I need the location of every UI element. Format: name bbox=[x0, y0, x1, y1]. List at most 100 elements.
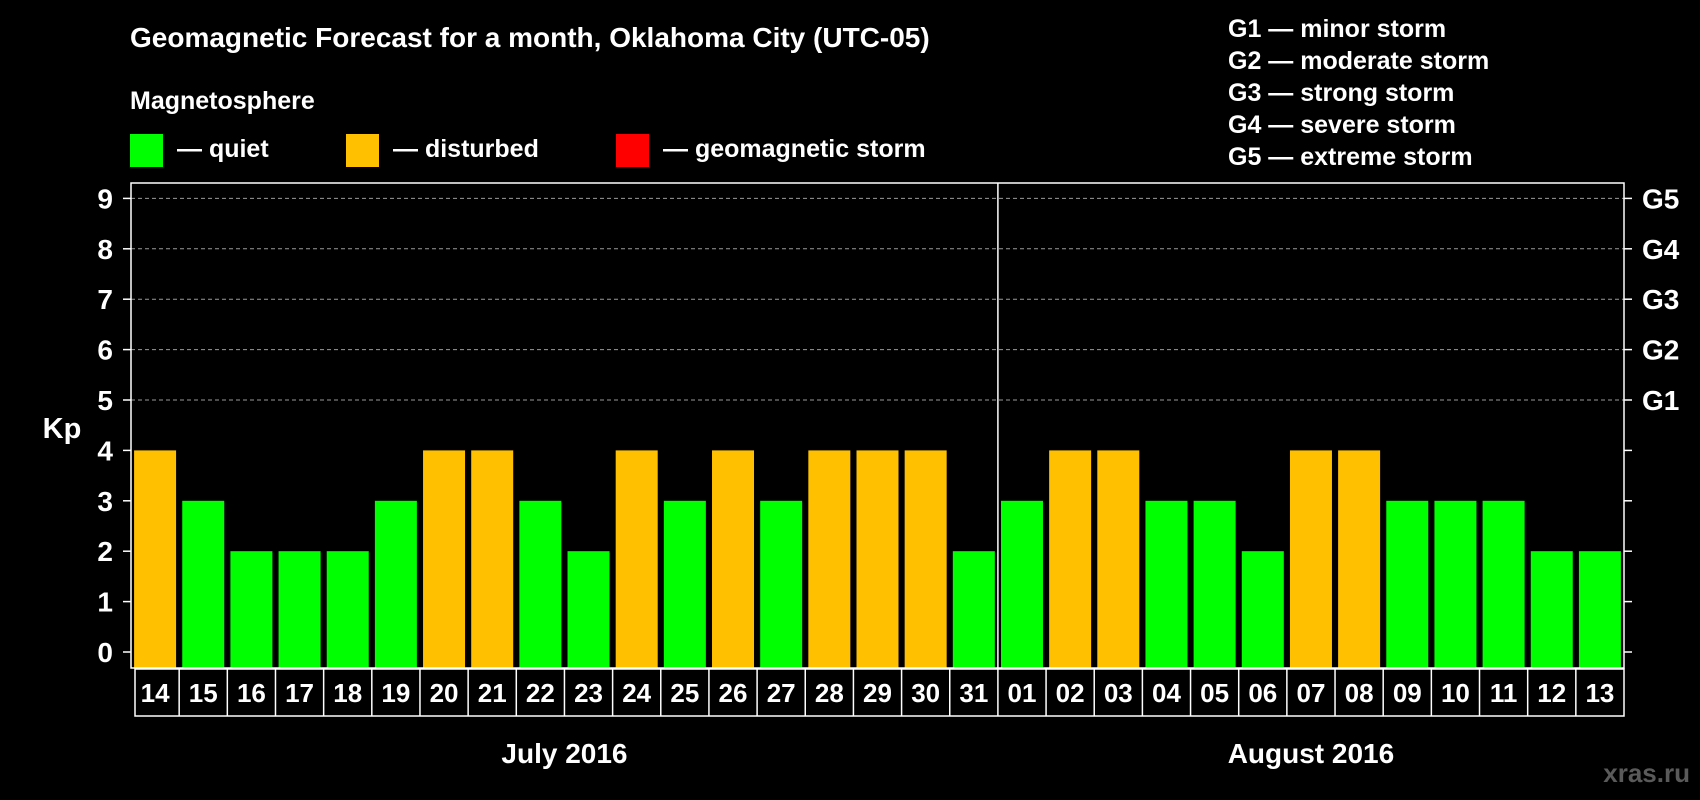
bar-day-13 bbox=[1578, 551, 1621, 668]
g-scale-g3: G3 — strong storm bbox=[1228, 79, 1454, 107]
bar-day-22 bbox=[519, 500, 562, 668]
bar-day-23 bbox=[567, 551, 610, 668]
day-label-17: 17 bbox=[285, 678, 314, 708]
day-label-24: 24 bbox=[622, 678, 651, 708]
bar-day-24 bbox=[615, 450, 658, 668]
bar-day-05 bbox=[1193, 500, 1236, 668]
y-tick-label-6: 6 bbox=[97, 335, 113, 366]
bar-day-27 bbox=[760, 500, 803, 668]
day-label-04: 04 bbox=[1152, 678, 1181, 708]
bar-day-31 bbox=[952, 551, 995, 668]
y-tick-label-9: 9 bbox=[97, 183, 113, 214]
day-label-07: 07 bbox=[1296, 678, 1325, 708]
day-labels-frame bbox=[134, 668, 1625, 717]
bar-day-12 bbox=[1530, 551, 1573, 668]
bar-day-17 bbox=[278, 551, 321, 668]
day-label-27: 27 bbox=[767, 678, 796, 708]
y-tick-label-8: 8 bbox=[97, 234, 113, 265]
bar-day-11 bbox=[1482, 500, 1525, 668]
g-scale-g5: G5 — extreme storm bbox=[1228, 143, 1473, 171]
day-label-30: 30 bbox=[911, 678, 940, 708]
bar-day-07 bbox=[1289, 450, 1332, 668]
bar-day-14 bbox=[134, 450, 177, 668]
bar-day-09 bbox=[1386, 500, 1429, 668]
day-label-05: 05 bbox=[1200, 678, 1229, 708]
day-label-06: 06 bbox=[1248, 678, 1277, 708]
bar-day-02 bbox=[1049, 450, 1092, 668]
bar-day-21 bbox=[471, 450, 514, 668]
bar-day-16 bbox=[230, 551, 273, 668]
right-axis-label-G5: G5 bbox=[1642, 183, 1679, 214]
bar-day-03 bbox=[1097, 450, 1140, 668]
legend-label-quiet: — quiet bbox=[177, 135, 269, 163]
bar-day-28 bbox=[808, 450, 851, 668]
bar-day-15 bbox=[182, 500, 225, 668]
legend-swatch-quiet bbox=[130, 134, 163, 167]
day-label-26: 26 bbox=[719, 678, 748, 708]
month-label-1: August 2016 bbox=[1228, 738, 1395, 769]
day-label-15: 15 bbox=[189, 678, 218, 708]
day-label-14: 14 bbox=[141, 678, 170, 708]
bar-day-10 bbox=[1434, 500, 1477, 668]
day-label-12: 12 bbox=[1537, 678, 1566, 708]
day-label-28: 28 bbox=[815, 678, 844, 708]
day-label-18: 18 bbox=[333, 678, 362, 708]
day-label-23: 23 bbox=[574, 678, 603, 708]
day-label-09: 09 bbox=[1393, 678, 1422, 708]
month-label-0: July 2016 bbox=[501, 738, 627, 769]
plot-frame bbox=[130, 182, 1625, 669]
day-label-13: 13 bbox=[1585, 678, 1614, 708]
legend-swatch-disturbed bbox=[346, 134, 379, 167]
bar-day-25 bbox=[663, 500, 706, 668]
right-axis-label-G4: G4 bbox=[1642, 234, 1680, 265]
day-label-25: 25 bbox=[670, 678, 699, 708]
day-label-08: 08 bbox=[1345, 678, 1374, 708]
g-scale-legend: G1 — minor storm G2 — moderate storm G3 … bbox=[1228, 15, 1489, 171]
day-label-10: 10 bbox=[1441, 678, 1470, 708]
bar-day-08 bbox=[1338, 450, 1381, 668]
bar-day-01 bbox=[1000, 500, 1043, 668]
legend: — quiet — disturbed — geomagnetic storm bbox=[130, 134, 926, 167]
y-tick-label-2: 2 bbox=[97, 536, 113, 567]
bar-day-06 bbox=[1241, 551, 1284, 668]
right-axis-label-G2: G2 bbox=[1642, 335, 1679, 366]
day-label-31: 31 bbox=[959, 678, 988, 708]
y-tick-label-5: 5 bbox=[97, 385, 113, 416]
g-scale-g1: G1 — minor storm bbox=[1228, 15, 1446, 43]
legend-label-disturbed: — disturbed bbox=[393, 135, 539, 163]
day-label-21: 21 bbox=[478, 678, 507, 708]
day-label-16: 16 bbox=[237, 678, 266, 708]
day-label-01: 01 bbox=[1008, 678, 1037, 708]
day-label-19: 19 bbox=[381, 678, 410, 708]
chart-title: Geomagnetic Forecast for a month, Oklaho… bbox=[130, 22, 930, 53]
bar-day-30 bbox=[904, 450, 947, 668]
bar-day-29 bbox=[856, 450, 899, 668]
watermark: xras.ru bbox=[1603, 758, 1690, 788]
y-tick-label-3: 3 bbox=[97, 486, 113, 517]
legend-heading: Magnetosphere bbox=[130, 87, 315, 115]
y-tick-label-4: 4 bbox=[97, 435, 113, 466]
y-tick-label-1: 1 bbox=[97, 587, 113, 618]
bar-day-04 bbox=[1145, 500, 1188, 668]
day-label-22: 22 bbox=[526, 678, 555, 708]
legend-label-storm: — geomagnetic storm bbox=[663, 135, 926, 163]
bar-day-20 bbox=[423, 450, 466, 668]
g-scale-g2: G2 — moderate storm bbox=[1228, 47, 1489, 75]
day-label-29: 29 bbox=[863, 678, 892, 708]
bar-day-19 bbox=[374, 500, 417, 668]
legend-swatch-storm bbox=[616, 134, 649, 167]
y-axis-label: Kp bbox=[43, 413, 82, 445]
right-axis-label-G1: G1 bbox=[1642, 385, 1679, 416]
day-label-20: 20 bbox=[430, 678, 459, 708]
g-scale-g4: G4 — severe storm bbox=[1228, 111, 1456, 139]
right-axis-label-G3: G3 bbox=[1642, 284, 1679, 315]
day-label-02: 02 bbox=[1056, 678, 1085, 708]
day-label-03: 03 bbox=[1104, 678, 1133, 708]
day-label-11: 11 bbox=[1490, 678, 1518, 708]
y-tick-label-7: 7 bbox=[97, 284, 113, 315]
bar-day-18 bbox=[326, 551, 369, 668]
y-tick-label-0: 0 bbox=[97, 637, 113, 668]
bar-day-26 bbox=[712, 450, 755, 668]
